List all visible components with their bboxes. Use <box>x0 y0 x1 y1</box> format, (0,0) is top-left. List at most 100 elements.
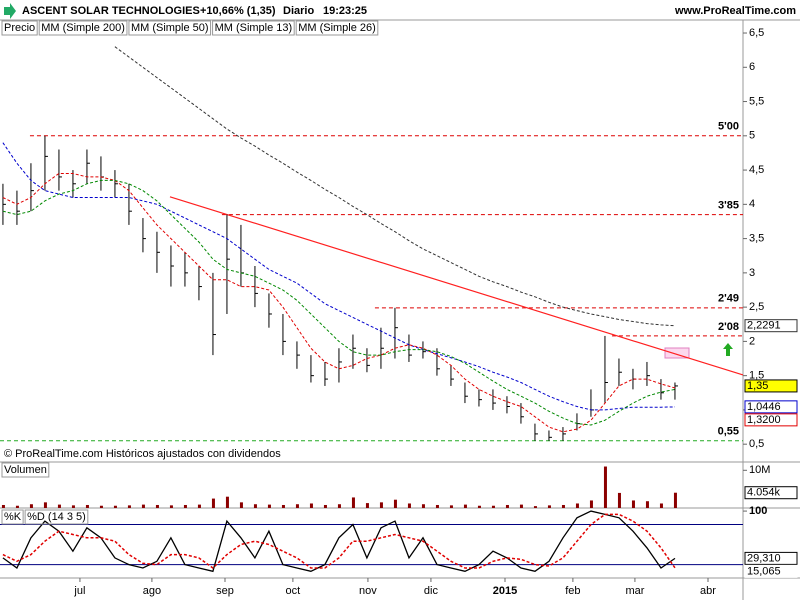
panel-title: Volumen <box>4 464 47 476</box>
legend-entry: %K <box>4 511 22 523</box>
volume-bar <box>15 505 19 508</box>
volume-bar <box>183 504 187 508</box>
period: Diario <box>283 5 314 17</box>
volume-bar <box>197 504 201 508</box>
volume-bar <box>491 505 495 508</box>
volume-bar <box>673 492 677 508</box>
oscillator-line <box>2 510 676 573</box>
x-tick-label: ago <box>143 585 161 597</box>
site: www.ProRealTime.com <box>674 5 796 17</box>
last-value: 1,35 <box>747 380 768 392</box>
volume-bar <box>239 502 243 508</box>
legend-entry: %D (14 3 5) <box>27 511 86 523</box>
volume-bar <box>533 506 537 508</box>
oscillator-line <box>2 513 676 569</box>
legend-box <box>24 509 89 525</box>
volume-bar <box>127 505 131 508</box>
last-value-box <box>744 400 798 414</box>
volume-bar <box>421 504 425 508</box>
volume-bar <box>519 504 523 508</box>
volume-bar <box>407 503 411 508</box>
volume-bar <box>43 502 47 508</box>
trendline <box>169 196 744 376</box>
x-tick-label: 2015 <box>493 585 517 597</box>
volume-bar <box>225 496 229 508</box>
volume-bar <box>71 505 75 508</box>
level-label: 2'08 <box>718 321 739 333</box>
legend-box <box>38 20 128 36</box>
volume-bar <box>477 505 481 508</box>
volume-bar <box>379 502 383 508</box>
x-tick-label: oct <box>286 585 301 597</box>
x-tick-label: mar <box>625 585 644 597</box>
volume-bar <box>505 504 509 508</box>
legend-entry: MM (Simple 26) <box>298 22 376 34</box>
moving-average <box>2 142 676 411</box>
y-tick-label: 10M <box>749 464 770 476</box>
y-tick-label: 100 <box>749 505 767 517</box>
volume-bar <box>589 500 593 508</box>
instrument-name: ASCENT SOLAR TECHNOLOGIES <box>22 5 200 17</box>
x-tick-label: nov <box>359 585 377 597</box>
panel-title-box <box>1 462 50 478</box>
moving-average <box>2 179 676 426</box>
y-tick-label: 4,5 <box>749 164 764 176</box>
y-tick-label: 1,5 <box>749 370 764 382</box>
volume-bar <box>267 504 271 508</box>
legend-entry: Precio <box>4 22 35 34</box>
y-tick-label: 0,5 <box>749 438 764 450</box>
volume-bar <box>617 492 621 508</box>
volume-bar <box>645 501 649 508</box>
legend-entry: MM (Simple 50) <box>131 22 209 34</box>
last-value: 2,2291 <box>747 320 781 332</box>
level-label: 0,55 <box>718 426 739 438</box>
last-value-box <box>744 319 798 333</box>
footnote: © ProRealTime.com Históricos ajustados c… <box>4 448 281 460</box>
volume-bar <box>561 504 565 508</box>
volume-bar <box>547 505 551 508</box>
volume-bar <box>631 500 635 508</box>
volume-bar <box>449 505 453 508</box>
y-tick-label: 5 <box>749 130 755 142</box>
volume-bar <box>435 504 439 508</box>
legend-entry: MM (Simple 13) <box>215 22 293 34</box>
volume-bar <box>57 504 61 508</box>
volume-bar <box>575 503 579 508</box>
legend-entry: MM (Simple 200) <box>41 22 125 34</box>
x-tick-label: jul <box>73 585 85 597</box>
y-tick-label: 6,5 <box>749 27 764 39</box>
y-tick-label: 5,5 <box>749 95 764 107</box>
volume-bar <box>99 505 103 508</box>
volume-bar <box>463 504 467 508</box>
x-tick-label: sep <box>216 585 234 597</box>
y-tick-label: 2,5 <box>749 301 764 313</box>
legend-box <box>1 509 24 525</box>
volume-bar <box>295 504 299 508</box>
last-value: 15,065 <box>747 565 781 577</box>
volume-bar <box>337 504 341 508</box>
volume-bar <box>393 499 397 508</box>
highlight-box <box>664 347 690 359</box>
legend-box <box>128 20 212 36</box>
time: 19:23:25 <box>323 5 367 17</box>
volume-bar <box>211 498 215 508</box>
volume-bar <box>281 504 285 508</box>
x-tick-label: feb <box>565 585 580 597</box>
y-tick-label: 2 <box>749 335 755 347</box>
legend-box <box>212 20 295 36</box>
x-tick-label: abr <box>700 585 716 597</box>
y-tick-label: 3 <box>749 267 755 279</box>
last-value: 1,0446 <box>747 401 781 413</box>
volume-bar <box>169 505 173 508</box>
moving-average <box>114 46 676 327</box>
last-value: 4.054k <box>747 487 781 499</box>
legend-box <box>1 20 38 36</box>
legend-box <box>295 20 379 36</box>
y-tick-label: 3,5 <box>749 233 764 245</box>
volume-bar <box>113 505 117 508</box>
level-label: 5'00 <box>718 121 739 133</box>
volume-bar <box>85 504 89 508</box>
